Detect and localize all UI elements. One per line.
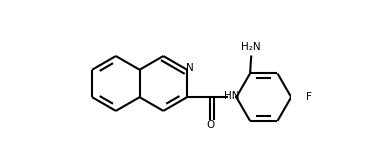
Text: H₂N: H₂N bbox=[242, 42, 261, 52]
Text: HN: HN bbox=[224, 91, 240, 102]
Text: O: O bbox=[206, 120, 214, 130]
Text: F: F bbox=[306, 92, 312, 102]
Text: N: N bbox=[186, 63, 194, 73]
